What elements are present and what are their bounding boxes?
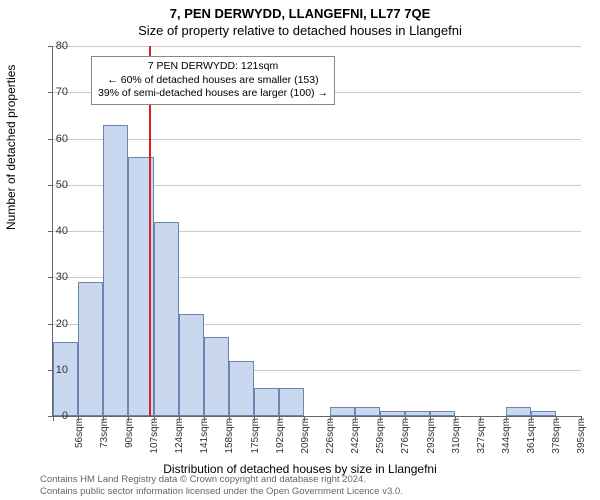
histogram-bar <box>78 282 103 416</box>
histogram-bar <box>330 407 355 416</box>
xtick-mark <box>380 416 381 421</box>
xtick-label: 344sqm <box>501 418 512 462</box>
gridline <box>53 46 581 47</box>
xtick-label: 327sqm <box>476 418 487 462</box>
xtick-label: 192sqm <box>275 418 286 462</box>
chart-plot-area: 56sqm73sqm90sqm107sqm124sqm141sqm158sqm1… <box>52 46 581 417</box>
xtick-mark <box>405 416 406 421</box>
histogram-bar <box>204 337 229 416</box>
xtick-label: 73sqm <box>99 418 110 462</box>
annotation-line2: ← 60% of detached houses are smaller (15… <box>98 74 328 88</box>
histogram-bar <box>355 407 380 416</box>
y-axis-label: Number of detached properties <box>4 65 18 230</box>
xtick-mark <box>128 416 129 421</box>
histogram-bar <box>506 407 531 416</box>
xtick-label: 293sqm <box>426 418 437 462</box>
ytick-label: 60 <box>44 133 68 145</box>
annotation-line3: 39% of semi-detached houses are larger (… <box>98 87 328 101</box>
histogram-bar <box>380 411 405 416</box>
footer-attribution: Contains HM Land Registry data © Crown c… <box>40 474 403 497</box>
xtick-label: 395sqm <box>576 418 587 462</box>
ytick-label: 70 <box>44 86 68 98</box>
xtick-mark <box>179 416 180 421</box>
ytick-label: 50 <box>44 179 68 191</box>
xtick-mark <box>254 416 255 421</box>
ytick-label: 10 <box>44 364 68 376</box>
histogram-bar <box>103 125 128 416</box>
xtick-mark <box>204 416 205 421</box>
xtick-mark <box>78 416 79 421</box>
footer-line1: Contains HM Land Registry data © Crown c… <box>40 474 403 485</box>
gridline <box>53 139 581 140</box>
annotation-box: 7 PEN DERWYDD: 121sqm← 60% of detached h… <box>91 56 335 105</box>
histogram-bar <box>254 388 279 416</box>
ytick-label: 80 <box>44 40 68 52</box>
annotation-line1: 7 PEN DERWYDD: 121sqm <box>98 60 328 74</box>
xtick-label: 378sqm <box>551 418 562 462</box>
xtick-label: 158sqm <box>224 418 235 462</box>
xtick-label: 310sqm <box>451 418 462 462</box>
histogram-bar <box>154 222 179 416</box>
chart-title-address: 7, PEN DERWYDD, LLANGEFNI, LL77 7QE <box>0 0 600 21</box>
histogram-bar <box>405 411 430 416</box>
xtick-mark <box>556 416 557 421</box>
xtick-mark <box>455 416 456 421</box>
ytick-label: 20 <box>44 318 68 330</box>
xtick-mark <box>330 416 331 421</box>
xtick-mark <box>154 416 155 421</box>
xtick-label: 90sqm <box>124 418 135 462</box>
xtick-mark <box>279 416 280 421</box>
histogram-bar <box>179 314 204 416</box>
xtick-label: 361sqm <box>526 418 537 462</box>
histogram-bar <box>229 361 254 417</box>
xtick-label: 276sqm <box>400 418 411 462</box>
footer-line2: Contains public sector information licen… <box>40 486 403 497</box>
xtick-mark <box>581 416 582 421</box>
histogram-bar <box>531 411 556 416</box>
xtick-mark <box>531 416 532 421</box>
histogram-bar <box>430 411 455 416</box>
xtick-label: 141sqm <box>199 418 210 462</box>
chart-subtitle: Size of property relative to detached ho… <box>0 21 600 38</box>
xtick-label: 209sqm <box>300 418 311 462</box>
xtick-mark <box>355 416 356 421</box>
ytick-label: 40 <box>44 225 68 237</box>
ytick-label: 30 <box>44 271 68 283</box>
histogram-bar <box>53 342 78 416</box>
ytick-label: 0 <box>44 410 68 422</box>
xtick-mark <box>304 416 305 421</box>
xtick-mark <box>430 416 431 421</box>
xtick-mark <box>103 416 104 421</box>
xtick-label: 107sqm <box>149 418 160 462</box>
xtick-mark <box>229 416 230 421</box>
xtick-label: 242sqm <box>350 418 361 462</box>
xtick-label: 226sqm <box>325 418 336 462</box>
xtick-label: 56sqm <box>74 418 85 462</box>
xtick-label: 124sqm <box>174 418 185 462</box>
histogram-bar <box>279 388 304 416</box>
xtick-mark <box>506 416 507 421</box>
xtick-mark <box>480 416 481 421</box>
xtick-label: 175sqm <box>250 418 261 462</box>
xtick-label: 259sqm <box>375 418 386 462</box>
